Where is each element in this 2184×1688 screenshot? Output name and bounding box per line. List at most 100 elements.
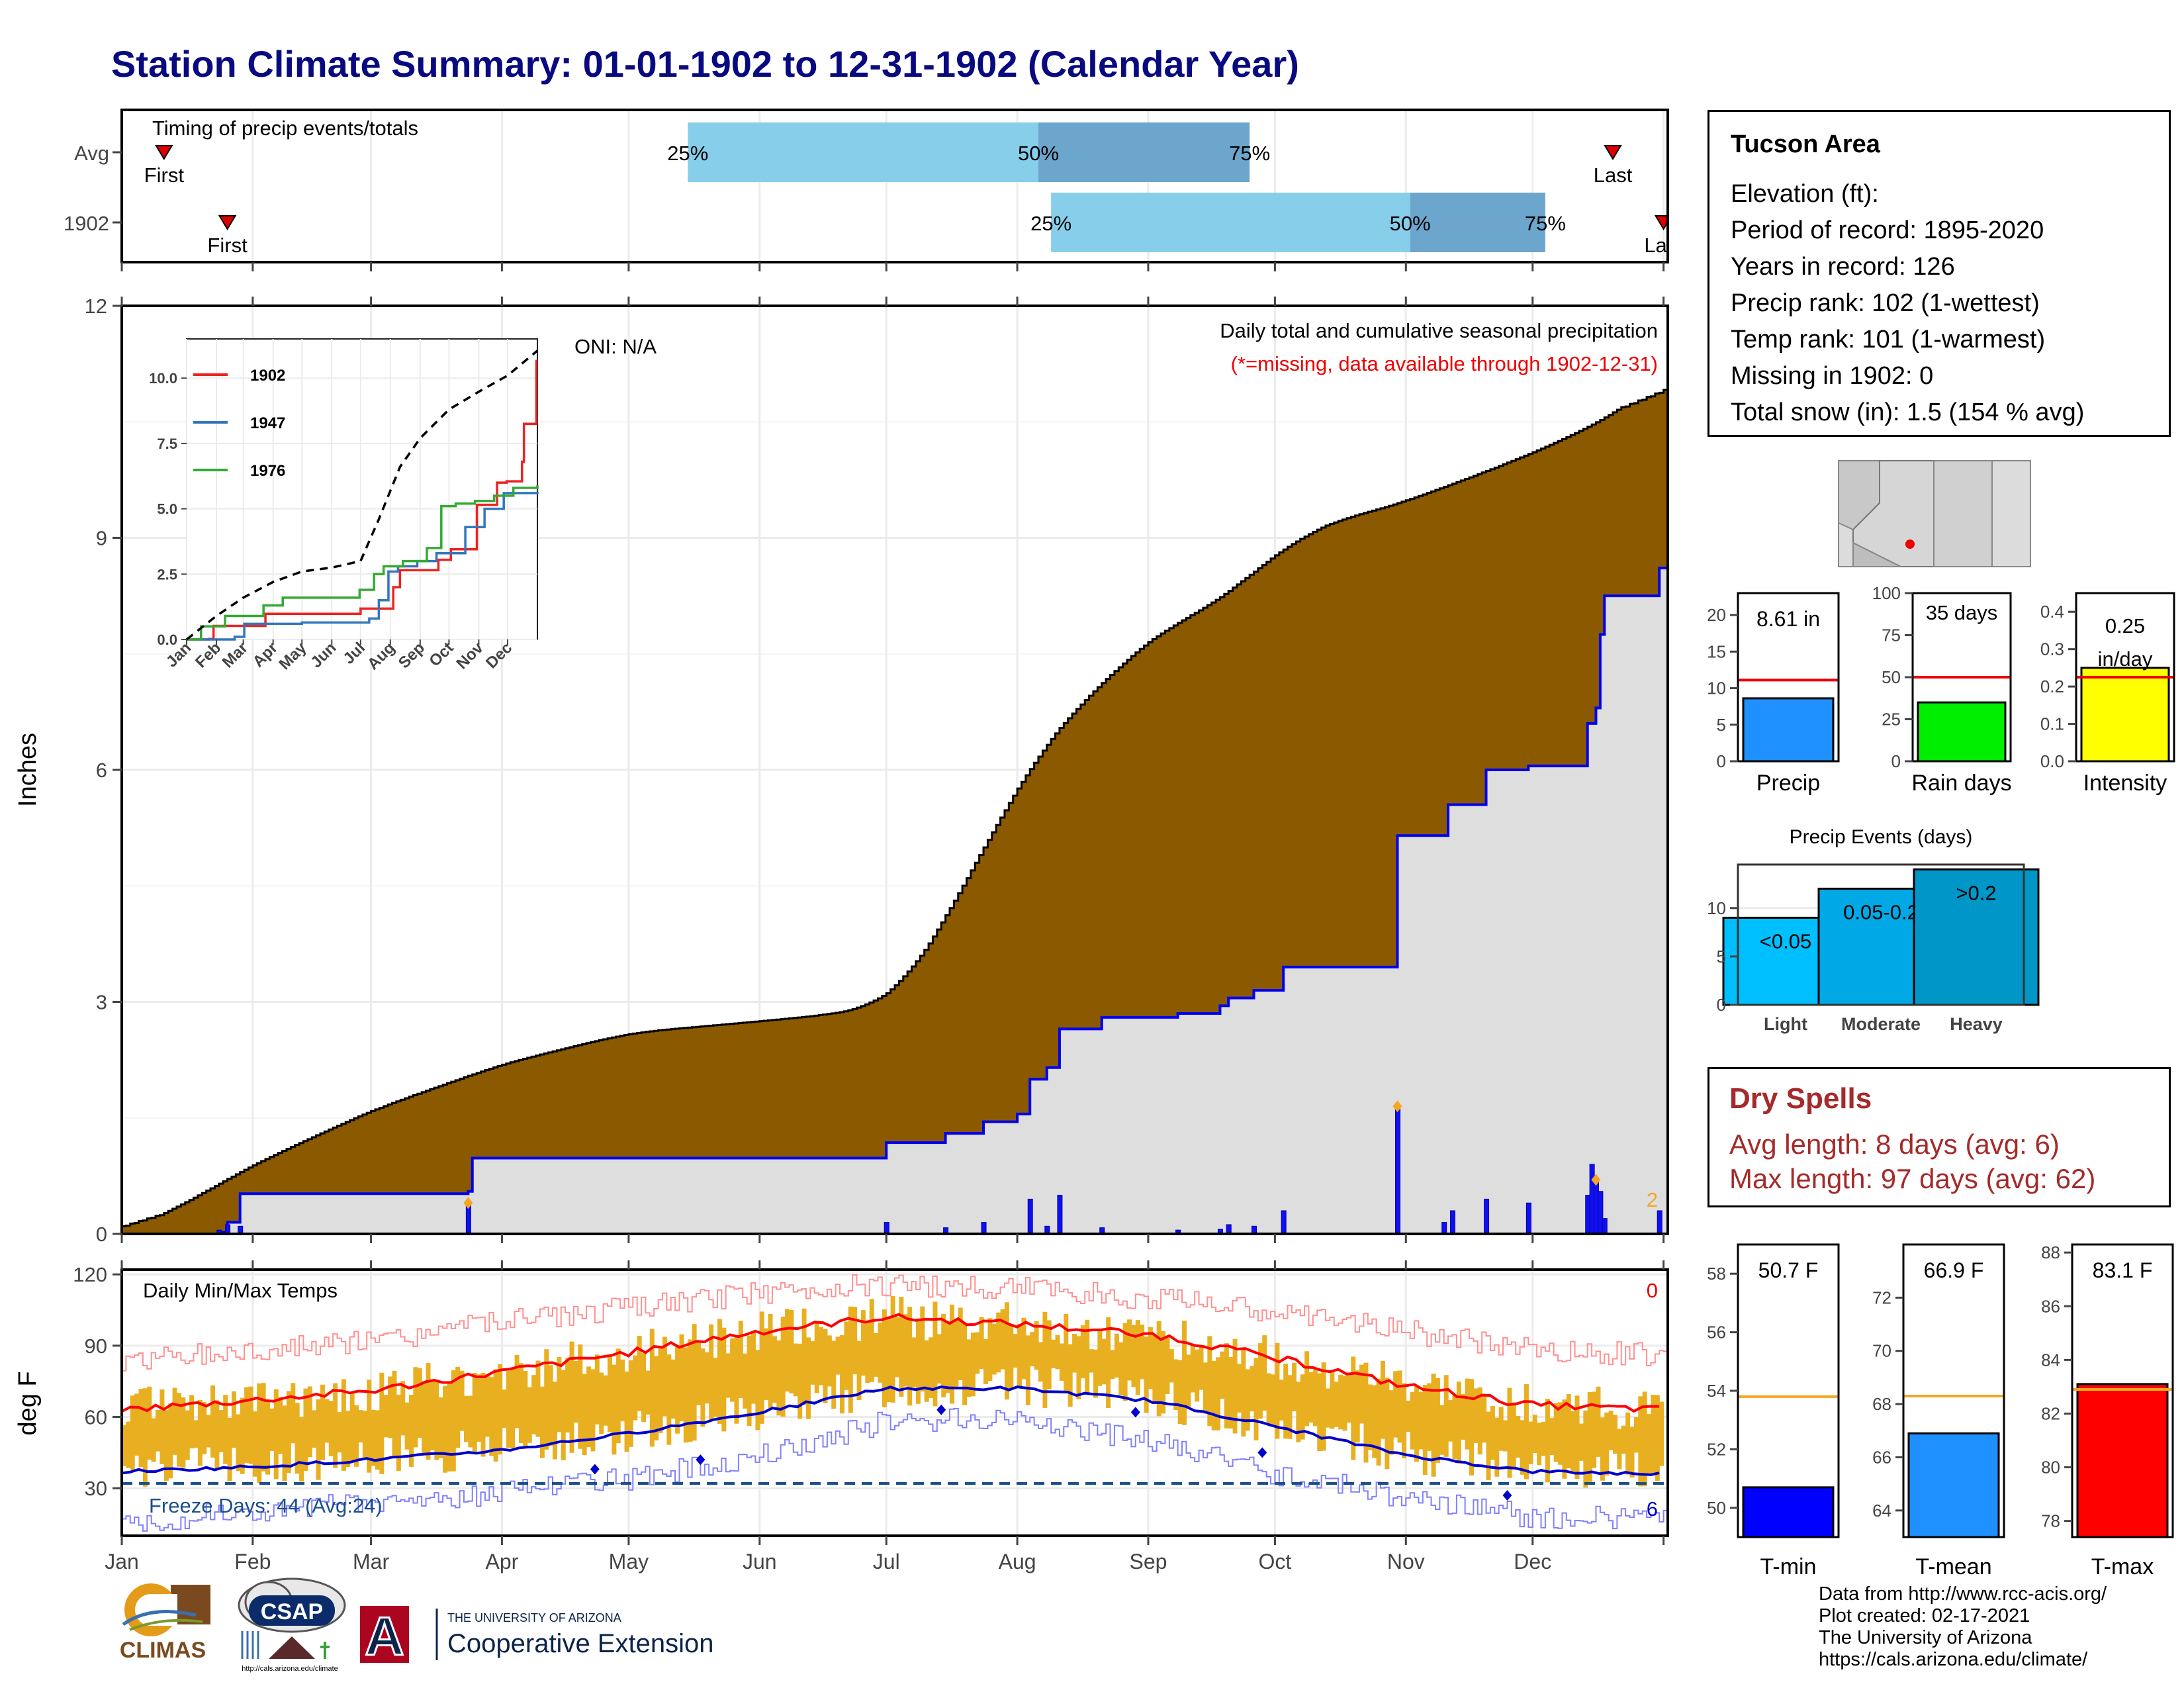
temps-daily-bar <box>159 1389 165 1464</box>
map-station-dot <box>1905 539 1915 549</box>
temps-daily-bar <box>484 1375 490 1437</box>
temps-daily-bar <box>1093 1349 1098 1398</box>
temps-daily-bar <box>1380 1360 1385 1439</box>
temps-daily-bar <box>929 1337 934 1398</box>
bar_precip-y-tick-label: 15 <box>1707 641 1726 661</box>
temps-daily-bar <box>1064 1313 1069 1393</box>
temps-daily-bar <box>506 1370 511 1448</box>
temps-daily-bar <box>206 1415 211 1448</box>
temps-daily-bar <box>409 1395 414 1467</box>
temps-daily-bar <box>1118 1342 1124 1395</box>
events-category-label: Heavy <box>1950 1014 2003 1034</box>
bar_tmax-y-tick-label: 78 <box>2041 1511 2060 1531</box>
temps-daily-bar <box>586 1366 592 1448</box>
precip-chart-title: Daily total and cumulative seasonal prec… <box>1220 319 1658 342</box>
temps-daily-bar <box>704 1352 709 1404</box>
temps-daily-bar <box>523 1371 528 1448</box>
temps-daily-bar <box>578 1344 583 1449</box>
temps-daily-bar <box>269 1408 275 1451</box>
temps-daily-bar <box>489 1377 494 1456</box>
temps-daily-bar <box>514 1354 520 1429</box>
temps-daily-bar <box>1152 1335 1158 1403</box>
temps-daily-bar <box>480 1372 486 1457</box>
station-elevation: Elevation (ft): <box>1731 180 1879 208</box>
credit-url: https://cals.arizona.edu/climate/ <box>1819 1649 2088 1670</box>
temps-daily-bar <box>1195 1349 1200 1402</box>
credits: Data from http://www.rcc-acis.org/ Plot … <box>1819 1583 2107 1671</box>
station-missing: Missing in 1902: 0 <box>1731 362 1934 390</box>
temps-daily-bar <box>1275 1342 1280 1439</box>
timing-first-marker <box>155 145 173 160</box>
events-bar-label: >0.2 <box>1956 881 1996 904</box>
temps-daily-bar <box>1346 1373 1351 1423</box>
temps-daily-bar <box>1520 1420 1525 1475</box>
temps-daily-bar <box>1199 1345 1204 1390</box>
events-title: Precip Events (days) <box>1790 826 1973 848</box>
temps-daily-bar <box>1021 1317 1026 1380</box>
temps-daily-bar <box>1051 1339 1056 1368</box>
temps-daily-bar <box>307 1386 312 1458</box>
temps-daily-bar <box>1262 1335 1267 1411</box>
events-y-tick-label: 5 <box>1717 947 1726 966</box>
temps-daily-bar <box>1250 1366 1255 1412</box>
bar-raindays-value-label: 35 days <box>1926 601 1998 624</box>
inset-y-tick-label: 7.5 <box>157 436 177 452</box>
temps-daily-bar <box>848 1306 853 1413</box>
temps-daily-bar <box>1587 1391 1592 1485</box>
inset-legend-label: 1976 <box>250 462 285 480</box>
precip-count-label: 2 <box>1647 1188 1658 1211</box>
temps-daily-bar <box>945 1321 950 1393</box>
temps-y-tick-label: 60 <box>85 1406 107 1429</box>
temps-daily-bar <box>1566 1394 1571 1469</box>
bar_precip-frame <box>1737 592 1840 763</box>
temps-daily-bar <box>223 1395 228 1464</box>
temps-daily-bar <box>349 1392 355 1463</box>
map-mexico <box>1852 541 1901 567</box>
temps-daily-bar <box>477 1374 482 1442</box>
precip-event-marker <box>463 1197 473 1209</box>
temps-daily-bar <box>147 1386 152 1460</box>
temps-x-tick-label: Jan <box>105 1550 139 1573</box>
temps-daily-bar <box>1127 1319 1132 1381</box>
temps-count-bottom: 6 <box>1647 1497 1658 1521</box>
temps-daily-bar <box>1553 1403 1559 1462</box>
bar_raindays-y-tick-label: 0 <box>1891 751 1901 771</box>
temps-daily-bar <box>341 1379 346 1471</box>
temps-daily-bar <box>1245 1369 1250 1431</box>
temps-daily-bar <box>261 1383 266 1472</box>
bar_raindays-bar <box>1917 701 2007 763</box>
credit-plot-created: Plot created: 02-17-2021 <box>1819 1605 2030 1626</box>
bar_tmean-y-tick-label: 66 <box>1872 1447 1891 1467</box>
temps-daily-bar <box>805 1337 811 1419</box>
temps-daily-bar <box>827 1335 832 1387</box>
bar_tmax-category-label: T-max <box>2091 1554 2154 1579</box>
temps-daily-bar <box>1406 1400 1411 1432</box>
temps-daily-bar <box>721 1327 727 1432</box>
temps-daily-bar <box>1422 1384 1428 1476</box>
inset-legend-label: 1947 <box>250 414 285 432</box>
credit-university: The University of Arizona <box>1819 1627 2032 1648</box>
temps-daily-bar <box>1131 1325 1136 1387</box>
temps-daily-bar <box>738 1321 743 1399</box>
timing-first-marker <box>218 215 237 230</box>
temps-daily-bar <box>594 1354 600 1425</box>
temps-daily-bar <box>455 1366 461 1448</box>
bar_intensity-category-label: Intensity <box>2083 771 2167 796</box>
temps-daily-bar <box>430 1381 435 1450</box>
temps-daily-bar <box>675 1344 680 1434</box>
temps-daily-bar <box>1110 1350 1115 1380</box>
temps-daily-bar <box>1448 1400 1453 1442</box>
temps-daily-bar <box>582 1374 587 1456</box>
temps-daily-bar <box>649 1329 655 1447</box>
precip-y-axis-label: Inches <box>14 733 42 807</box>
temps-x-tick-label: Apr <box>486 1550 519 1573</box>
bar-precip-value-label: 8.61 in <box>1756 607 1820 631</box>
bar_precip-panel: 0 5 10 15 20 8.61 in Precip <box>1707 592 1840 796</box>
precip-events-panel: Precip Events (days) <0.05 Light 0.05-0.2 Mo… <box>1707 826 2040 1034</box>
temps-daily-bar <box>189 1395 195 1449</box>
temps-daily-bar <box>1625 1412 1631 1475</box>
timing-row-label: Avg <box>74 142 109 165</box>
precip-event-marker <box>1591 1174 1601 1186</box>
station-period: Period of record: 1895-2020 <box>1731 216 2044 244</box>
temps-daily-bar <box>1613 1415 1618 1454</box>
